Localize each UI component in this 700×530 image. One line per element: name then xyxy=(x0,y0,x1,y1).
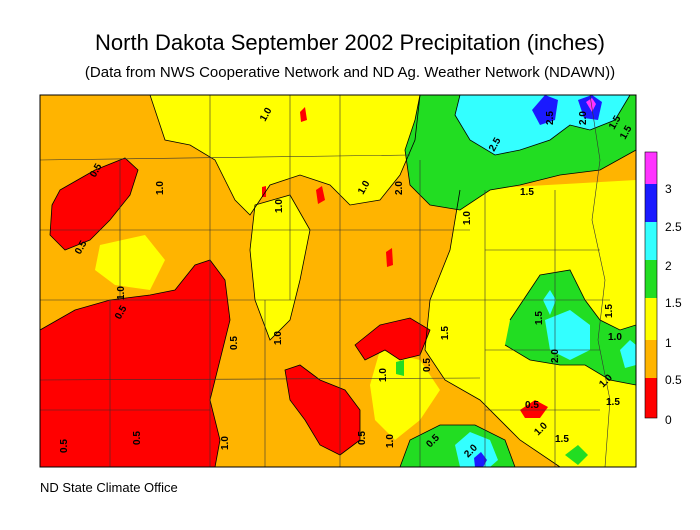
legend-label: 1 xyxy=(665,336,672,350)
legend-swatch-0 xyxy=(645,378,657,418)
map-frame xyxy=(39,94,637,468)
legend-swatch-1-5 xyxy=(645,260,657,298)
contour-line xyxy=(424,189,561,468)
legend-label: 0.5 xyxy=(665,373,682,387)
contour-line xyxy=(284,364,361,456)
contour-label: 0.5 xyxy=(59,439,70,453)
contour-label: 0.5 xyxy=(229,336,240,350)
green-spot-south xyxy=(565,445,588,465)
legend-label: 2 xyxy=(665,259,672,273)
contour-label: 2.5 xyxy=(545,111,556,125)
yellow-region-south-central xyxy=(370,350,440,440)
county-boundaries xyxy=(39,94,611,468)
red-spot-north-3 xyxy=(262,186,266,197)
contour-label: 1.0 xyxy=(385,434,396,448)
contour-line xyxy=(249,194,311,341)
legend-label: 0 xyxy=(665,413,672,427)
legend: 3 2.5 2 1.5 1 0.5 0 xyxy=(644,151,682,427)
contour-line xyxy=(399,424,516,468)
contour-label: 0.5 xyxy=(132,431,143,445)
contour-line xyxy=(504,344,637,386)
blue-spot-northeast-1 xyxy=(532,95,558,125)
contour-label: 1.5 xyxy=(606,397,620,408)
county-line xyxy=(39,154,411,161)
contour-label: 1.0 xyxy=(608,332,622,343)
contour-label: 1.0 xyxy=(155,181,166,195)
contour-label: 0.5 xyxy=(525,400,539,411)
red-spot-north-1 xyxy=(300,107,307,122)
contour-label: 2.0 xyxy=(578,111,589,125)
red-region-southwest xyxy=(40,260,230,467)
contour-line xyxy=(149,94,421,216)
contour-label: 1.0 xyxy=(462,211,473,225)
contour-label: 1.0 xyxy=(274,199,285,213)
contour-label: 0.5 xyxy=(422,358,433,372)
red-spot-southeast xyxy=(520,400,548,418)
red-region-central xyxy=(355,318,430,360)
red-spot-central xyxy=(386,248,393,267)
legend-swatch-3 xyxy=(645,152,657,184)
legend-frame xyxy=(644,151,658,419)
contour-label: 1.0 xyxy=(220,436,231,450)
contour-label: 1.5 xyxy=(534,311,545,325)
contour-label: 1.0 xyxy=(273,331,284,345)
red-spot-north-2 xyxy=(316,186,325,204)
contour-label: 1.5 xyxy=(440,326,451,340)
county-line xyxy=(39,377,481,381)
contour-label: 2.0 xyxy=(394,181,405,195)
cyan-spot-east-1 xyxy=(543,290,556,315)
contour-label: 1.5 xyxy=(604,304,615,318)
contour-label: 1.5 xyxy=(520,187,534,198)
legend-swatch-1 xyxy=(645,298,657,340)
red-region-south-central xyxy=(285,365,360,455)
contour-label: 2.0 xyxy=(550,349,561,363)
yellow-region-west xyxy=(95,235,165,290)
legend-swatch-0-5 xyxy=(645,340,657,378)
contour-line xyxy=(454,94,631,156)
legend-label: 2.5 xyxy=(665,220,682,234)
map-title: North Dakota September 2002 Precipitatio… xyxy=(95,30,605,55)
yellow-region-north xyxy=(150,95,420,215)
legend-swatch-2-5 xyxy=(645,184,657,222)
map-subtitle: (Data from NWS Cooperative Network and N… xyxy=(84,64,616,81)
magenta-spot-northeast xyxy=(586,98,596,112)
footer-credit: ND State Climate Office xyxy=(40,480,178,495)
contour-label: 0.5 xyxy=(357,431,368,445)
legend-swatch-2 xyxy=(645,222,657,260)
legend-label: 1.5 xyxy=(665,296,682,310)
legend-label: 3 xyxy=(665,182,672,196)
contour-label: 1.5 xyxy=(555,434,569,445)
river-line xyxy=(589,94,611,468)
red-region-northwest xyxy=(50,158,138,250)
contour-label: 1.0 xyxy=(378,368,389,382)
cyan-region-east xyxy=(545,310,590,360)
contour-line xyxy=(404,94,637,211)
contour-line xyxy=(49,157,139,251)
cyan-region-south xyxy=(455,432,498,467)
blue-spot-south xyxy=(474,452,487,467)
contour-label: 1.0 xyxy=(116,286,127,300)
cyan-spot-east-2 xyxy=(620,340,636,368)
green-spot-central xyxy=(396,360,404,376)
